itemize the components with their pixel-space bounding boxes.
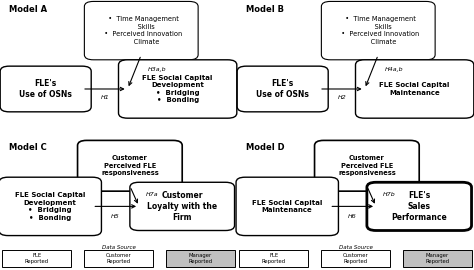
FancyBboxPatch shape — [321, 1, 435, 60]
Text: H4a,b: H4a,b — [385, 67, 403, 72]
Text: Customer
Perceived FLE
responsiveness: Customer Perceived FLE responsiveness — [101, 155, 159, 176]
Text: Model C: Model C — [9, 143, 47, 152]
FancyBboxPatch shape — [130, 182, 235, 231]
Text: Manager
Reported: Manager Reported — [188, 253, 212, 264]
Text: FLE Social Capital
Maintenance: FLE Social Capital Maintenance — [380, 82, 450, 96]
Text: Model B: Model B — [246, 5, 284, 14]
FancyBboxPatch shape — [166, 249, 235, 267]
Text: Model D: Model D — [246, 143, 285, 152]
Text: Manager
Reported: Manager Reported — [425, 253, 449, 264]
FancyBboxPatch shape — [236, 177, 338, 235]
Text: H1: H1 — [100, 95, 109, 100]
FancyBboxPatch shape — [367, 182, 472, 231]
FancyBboxPatch shape — [237, 66, 328, 112]
Text: Data Source: Data Source — [101, 245, 136, 250]
Text: FLE Social Capital
Development
•  Bridging
•  Bonding: FLE Social Capital Development • Bridgin… — [143, 75, 213, 103]
Text: Customer
Loyalty with the
Firm: Customer Loyalty with the Firm — [147, 191, 217, 222]
FancyBboxPatch shape — [0, 66, 91, 112]
Text: Customer
Reported: Customer Reported — [343, 253, 368, 264]
Text: FLE Social Capital
Maintenance: FLE Social Capital Maintenance — [252, 200, 322, 213]
FancyBboxPatch shape — [315, 140, 419, 191]
Text: •  Time Management
     Skills
  •  Perceived Innovation
     Climate: • Time Management Skills • Perceived Inn… — [100, 16, 182, 45]
Text: FLE Social Capital
Development
•  Bridging
•  Bonding: FLE Social Capital Development • Bridgin… — [15, 192, 85, 221]
Text: FLE's
Use of OSNs: FLE's Use of OSNs — [19, 79, 72, 99]
Text: H2: H2 — [337, 95, 346, 100]
Text: H7a: H7a — [146, 193, 159, 197]
FancyBboxPatch shape — [321, 249, 390, 267]
FancyBboxPatch shape — [0, 177, 101, 235]
FancyBboxPatch shape — [84, 1, 198, 60]
FancyBboxPatch shape — [84, 249, 153, 267]
Text: FLE's
Use of OSNs: FLE's Use of OSNs — [256, 79, 309, 99]
FancyBboxPatch shape — [403, 249, 472, 267]
FancyBboxPatch shape — [356, 60, 474, 118]
FancyBboxPatch shape — [118, 60, 237, 118]
Text: Data Source: Data Source — [338, 245, 373, 250]
Text: H6: H6 — [348, 214, 357, 219]
Text: FLE
Reported: FLE Reported — [25, 253, 49, 264]
Text: Customer
Reported: Customer Reported — [106, 253, 131, 264]
Text: H3a,b: H3a,b — [148, 67, 166, 72]
Text: Customer
Perceived FLE
responsiveness: Customer Perceived FLE responsiveness — [338, 155, 396, 176]
Text: FLE
Reported: FLE Reported — [262, 253, 286, 264]
FancyBboxPatch shape — [2, 249, 71, 267]
Text: •  Time Management
     Skills
  •  Perceived Innovation
     Climate: • Time Management Skills • Perceived Inn… — [337, 16, 419, 45]
FancyBboxPatch shape — [239, 249, 308, 267]
Text: Model A: Model A — [9, 5, 47, 14]
Text: H7b: H7b — [383, 193, 396, 197]
FancyBboxPatch shape — [78, 140, 182, 191]
Text: H5: H5 — [111, 214, 120, 219]
Text: FLE's
Sales
Performance: FLE's Sales Performance — [392, 191, 447, 222]
